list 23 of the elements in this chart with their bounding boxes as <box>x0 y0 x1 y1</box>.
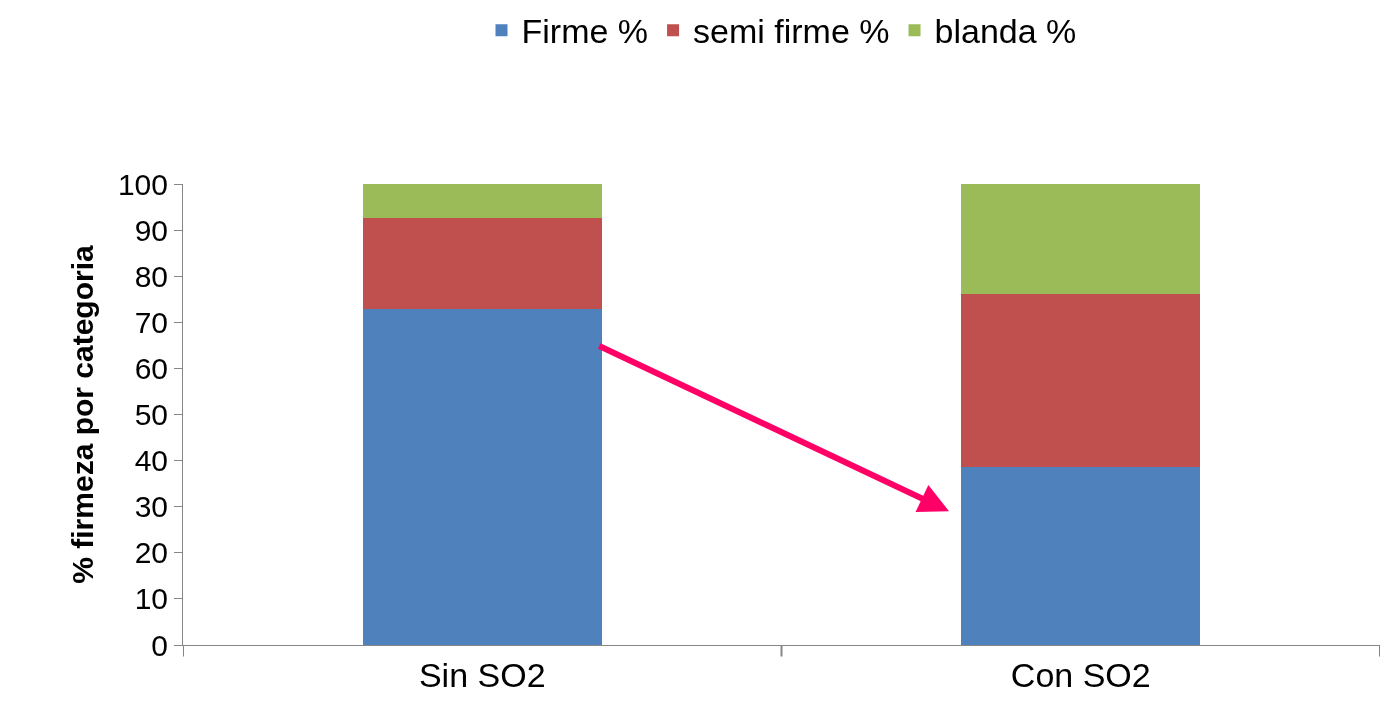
y-tick-label: 60 <box>134 351 168 385</box>
legend-label: blanda % <box>934 12 1077 51</box>
y-tick-label: 100 <box>117 167 168 201</box>
y-tick-label: 0 <box>151 628 168 662</box>
bar <box>362 184 602 218</box>
x-tick-label: Con SO2 <box>1010 655 1151 694</box>
bar <box>961 467 1201 645</box>
x-tick-label: Sin SO2 <box>418 655 546 694</box>
bar <box>961 184 1201 295</box>
y-tick-label: 50 <box>134 398 168 431</box>
legend-label: semi firme % <box>693 12 890 51</box>
bar <box>961 294 1201 468</box>
y-tick-label: 30 <box>134 490 168 524</box>
y-tick-label: 80 <box>134 259 168 293</box>
y-tick-label: 20 <box>134 536 168 570</box>
y-tick-label: 70 <box>134 305 168 339</box>
legend-label: Firme % <box>521 12 649 51</box>
y-tick-label: 40 <box>134 444 168 478</box>
y-tick-label: 90 <box>134 213 168 247</box>
bar <box>362 217 602 310</box>
bar <box>362 309 602 645</box>
y-tick-label: 10 <box>134 582 168 616</box>
y-axis-title: % firmeza por categoria <box>65 244 99 584</box>
